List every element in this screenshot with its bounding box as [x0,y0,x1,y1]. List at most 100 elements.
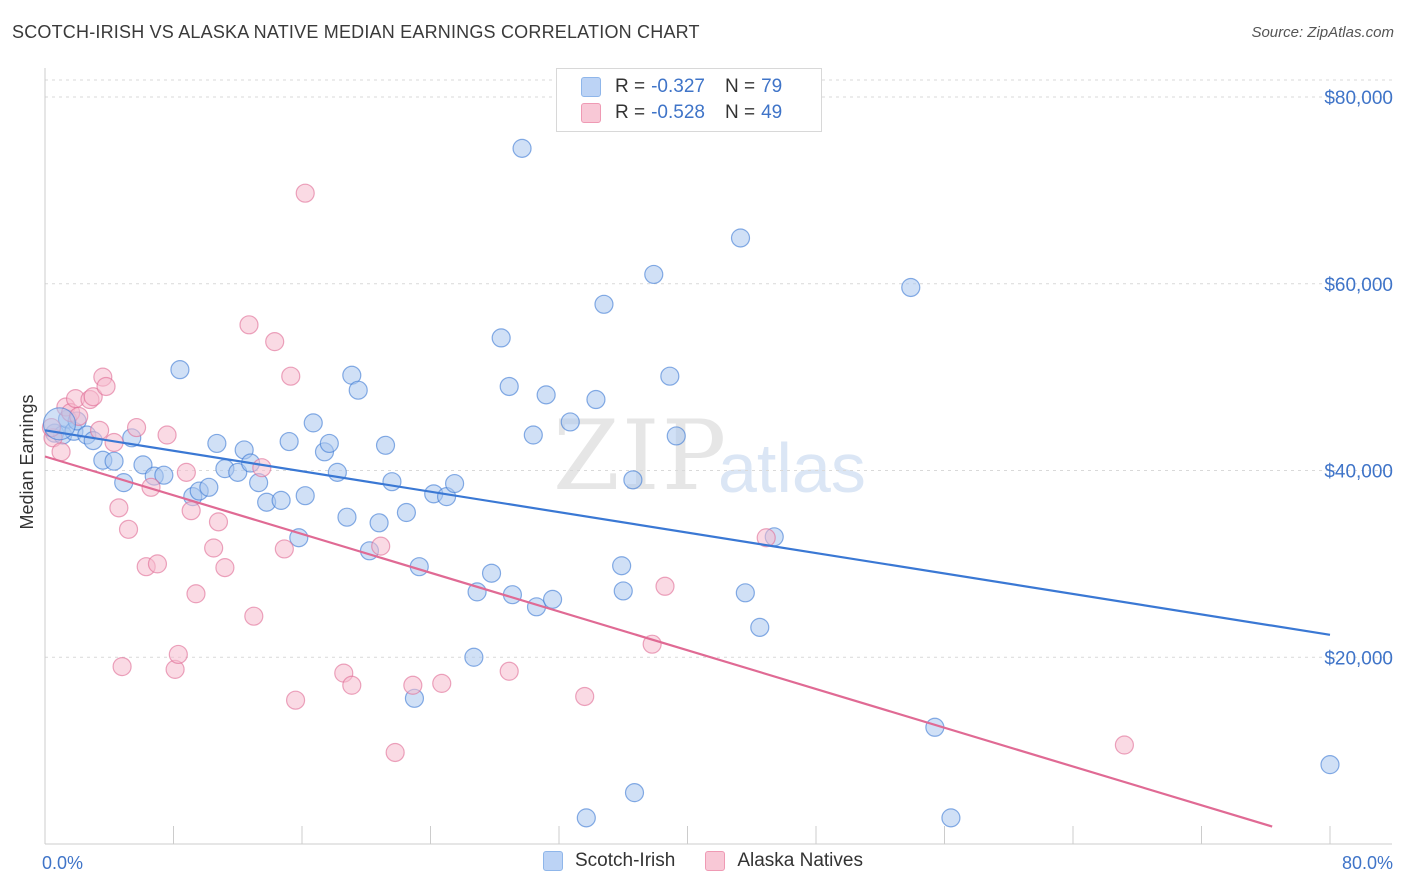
legend-label-alaska-natives: Alaska Natives [737,850,863,871]
scotch-irish-point [464,647,484,667]
scotch-irish-point [941,808,961,828]
legend-swatch-alaska-natives [705,851,726,871]
scotch-irish-point [279,431,299,452]
scotch-irish-point [613,581,633,601]
scotch-irish-point [735,583,755,603]
legend-n-label: N = [724,76,756,97]
legend-r-value: -0.528 [651,102,705,123]
correlation-legend: R = -0.327 N = 79 R = -0.528 N = 49 [556,68,822,132]
legend-row-scotch-irish: R = -0.327 N = 79 [581,74,782,100]
scotch-irish-point [228,462,248,482]
scotch-irish-point [375,435,396,455]
alaska-native-point [215,558,235,578]
scotch-irish-point [319,433,339,454]
alaska-native-point [642,634,662,654]
scotch-irish-point [542,589,563,609]
scotch-irish-point [594,294,614,314]
legend-n-value: 49 [761,102,783,123]
alaska-native-point [208,512,229,532]
alaska-native-point [385,742,405,763]
alaska-native-point [186,584,206,604]
scotch-irish-point [207,433,227,454]
y-axis-label: Median Earnings [17,394,37,529]
grid-lines [45,79,1392,658]
scotch-irish-point [576,808,596,828]
alaska-native-point [295,183,315,203]
alaska-native-point [274,539,294,559]
alaska-native-point [204,538,224,558]
alaska-native-point [281,366,301,386]
trend-lines [44,429,1331,828]
scotch-irish-point [499,376,519,397]
legend-swatch-scotch-irish [543,851,563,871]
axes [44,68,1392,845]
legend-swatch-scotch-irish [581,77,601,97]
alaska-native-point [168,644,188,665]
axis-labels: $20,000 $40,000 $60,000 $80,000 0.0% 80.0% Med… [17,88,1393,873]
legend-n-label: N = [724,102,756,123]
data-points [41,138,1340,828]
alaska-native-point [176,462,196,482]
alaska-native-point [244,606,264,626]
scotch-irish-point [369,513,389,533]
alaska-native-point [157,425,177,445]
alaska-native-point [118,519,139,539]
alaska-native-point [342,675,362,695]
scotch-irish-point [481,563,502,583]
y-tick-label: $60,000 [1324,275,1393,296]
scotch-irish-point [154,465,174,485]
legend-n-value: 79 [761,76,783,97]
alaska-natives-trend-line [44,455,1273,828]
legend-r-label: R = [615,76,646,97]
scotch-irish-point [586,389,606,410]
scotch-irish-point [444,473,465,494]
alaska-native-point [1114,735,1135,755]
alaska-native-point [499,661,519,681]
scotch-irish-point [271,490,291,510]
scotch-irish-trend-line [44,429,1331,636]
alaska-native-point [285,690,306,710]
alaska-native-point [252,458,272,478]
x-tick-label: 80.0% [1342,853,1393,873]
alaska-native-point [147,554,168,574]
scotch-irish-point [536,385,556,405]
alaska-native-point [181,501,201,521]
legend-item-alaska-natives: Alaska Natives [705,850,863,872]
scotch-irish-point [170,360,190,380]
scotch-irish-point [730,228,751,248]
scotch-irish-point [396,502,417,523]
scotch-irish-point [303,413,323,433]
alaska-native-point [265,332,285,352]
x-tick-label: 0.0% [42,853,83,873]
scotch-irish-point [750,617,770,637]
scotch-irish-point [624,783,645,803]
alaska-native-point [756,528,776,548]
scotch-irish-point [491,328,511,348]
alaska-native-point [51,442,71,462]
alaska-native-point [575,686,595,707]
legend-label-scotch-irish: Scotch-Irish [575,850,676,871]
scotch-irish-point [337,507,357,527]
alaska-native-point [83,387,103,407]
scotch-irish-point [666,426,686,446]
alaska-native-point [96,376,116,397]
alaska-native-point [126,417,147,438]
alaska-native-point [403,675,423,695]
alaska-native-point [141,477,161,497]
y-tick-label: $40,000 [1324,462,1393,483]
scotch-irish-point [612,556,632,576]
legend-r-label: R = [615,102,646,123]
watermark-zip: ZIP [553,400,729,512]
scotch-irish-point [523,425,543,445]
scotch-irish-point [512,138,532,158]
source-label: Source: ZipAtlas.com [1251,24,1394,41]
scotch-irish-point [289,528,309,548]
scotch-irish-point [560,412,580,432]
scotch-irish-point [901,277,921,298]
scotch-irish-point [348,380,368,400]
y-tick-label: $80,000 [1324,88,1393,109]
alaska-native-point [239,315,259,335]
scotch-irish-point [660,366,680,386]
y-tick-label: $20,000 [1324,648,1393,669]
